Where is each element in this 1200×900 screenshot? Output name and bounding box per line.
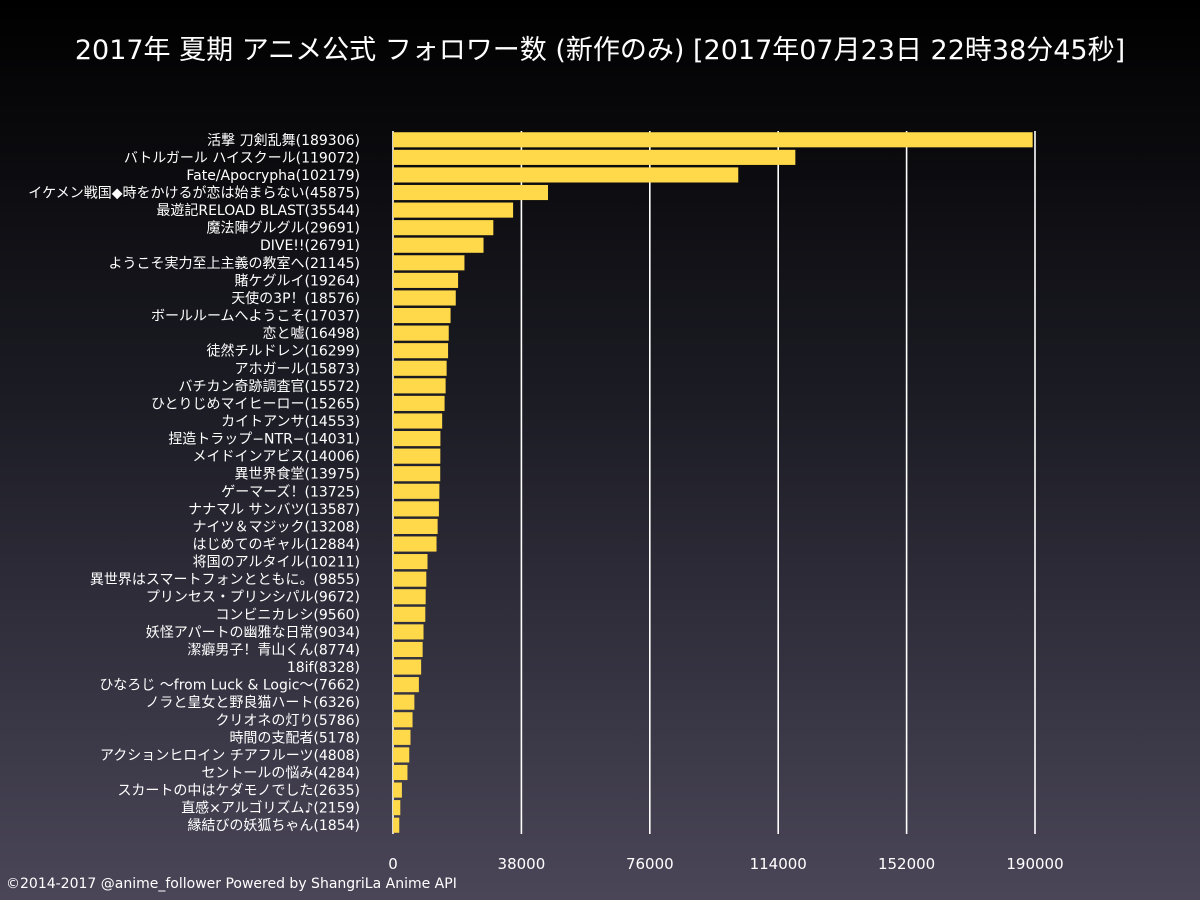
- category-label: 最遊記RELOAD BLAST(35544): [156, 202, 360, 219]
- bar: [393, 641, 423, 658]
- bar: [393, 220, 494, 236]
- bar: [393, 272, 459, 288]
- bar: [393, 395, 445, 411]
- category-label: プリンセス・プリンシパル(9672): [146, 590, 360, 606]
- bar: [393, 782, 402, 798]
- bar: [393, 237, 484, 253]
- credit-text: ©2014-2017 @anime_follower Powered by Sh…: [6, 876, 457, 892]
- category-label: 天使の3P！(18576): [231, 290, 360, 307]
- category-label: 賭ケグルイ(19264): [235, 273, 360, 289]
- category-label: 妖怪アパートの幽雅な日常(9034): [146, 625, 360, 641]
- category-label: DIVE!!(26791): [260, 238, 360, 254]
- bar: [393, 466, 441, 482]
- x-axis-ticks: 0 38000 76000 114000 152000 190000: [388, 855, 1063, 873]
- bar: [393, 307, 451, 324]
- category-label: 潔癖男子！青山くん(8774): [187, 642, 360, 658]
- bar: [393, 747, 410, 763]
- category-label: アクションヒロイン チアフルーツ(4808): [100, 748, 360, 764]
- bar: [393, 554, 428, 570]
- bar: [393, 255, 465, 271]
- category-label: ひとりじめマイヒーロー(15265): [151, 396, 360, 412]
- category-label: スカートの中はケダモノでした(2635): [117, 783, 360, 799]
- bar: [393, 413, 443, 429]
- bar: [393, 571, 427, 587]
- category-label: ゲーマーズ！(13725): [221, 484, 360, 500]
- category-label: 縁結びの妖狐ちゃん(1854): [187, 818, 360, 834]
- category-label: 異世界はスマートフォンとともに。(9855): [90, 572, 360, 588]
- category-label: ナイツ＆マジック(13208): [193, 519, 360, 535]
- category-label: ひなろじ 〜from Luck & Logic〜(7662): [99, 678, 360, 694]
- category-label: クリオネの灯り(5786): [215, 713, 360, 729]
- bar: [393, 483, 440, 499]
- bar: [393, 290, 456, 306]
- bar: [393, 694, 415, 710]
- x-tick-label: 76000: [626, 855, 674, 873]
- bar: [393, 431, 441, 447]
- category-label: 直感×アルゴリズム♪(2159): [181, 800, 360, 817]
- category-label: 捏造トラップ−NTR−(14031): [168, 432, 360, 448]
- bar: [393, 378, 446, 394]
- category-label: カイトアンサ(14553): [221, 414, 360, 430]
- category-label: Fate/Apocrypha(102179): [186, 168, 360, 184]
- bar: [393, 817, 400, 833]
- bar: [393, 149, 796, 165]
- category-label: 活撃 刀剣乱舞(189306): [207, 133, 360, 149]
- category-label: コンビニカレシ(9560): [215, 607, 360, 623]
- x-tick-label: 114000: [750, 855, 807, 873]
- category-labels: 活撃 刀剣乱舞(189306)バトルガール ハイスクール(119072) Fate…: [28, 133, 360, 834]
- bar: [393, 360, 447, 376]
- bar: [393, 606, 426, 622]
- bar: [393, 518, 438, 534]
- category-label: バチカン奇跡調査官(15572): [179, 378, 360, 395]
- bars: [393, 132, 1033, 833]
- category-label: ようこそ実力至上主義の教室へ(21145): [109, 255, 360, 272]
- category-label: アホガール(15873): [235, 361, 360, 377]
- category-label: イケメン戦国◆時をかけるが恋は始まらない(45875): [28, 185, 360, 202]
- bar: [393, 764, 408, 781]
- category-label: バトルガール ハイスクール(119072): [124, 150, 360, 166]
- gridlines: [392, 131, 1036, 834]
- bar: [393, 659, 422, 675]
- x-tick-label: 38000: [498, 855, 546, 873]
- category-label: ノラと皇女と野良猫ハート(6326): [145, 694, 360, 711]
- bar: [393, 800, 401, 816]
- category-label: セントールの悩み(4284): [201, 765, 360, 781]
- category-label: 魔法陣グルグル(29691): [207, 221, 360, 237]
- category-label: 時間の支配者(5178): [229, 730, 360, 746]
- category-label: 恋と嘘(16498): [263, 325, 360, 342]
- bar: [393, 325, 449, 341]
- x-tick-label: 0: [388, 855, 398, 873]
- category-label: 将国のアルタイル(10211): [193, 555, 360, 571]
- bar: [393, 536, 437, 552]
- bar: [393, 167, 739, 183]
- x-tick-label: 152000: [878, 855, 935, 873]
- category-label: メイドインアビス(14006): [193, 449, 360, 465]
- bar: [393, 677, 419, 693]
- category-label: はじめてのギャル(12884): [193, 537, 360, 553]
- category-label: ナナマル サンバツ(13587): [188, 502, 360, 518]
- category-label: ボールルームへようこそ(17037): [151, 309, 360, 325]
- category-label: 18if(8328): [287, 660, 360, 676]
- category-label: 異世界食堂(13975): [235, 466, 360, 483]
- bar: [393, 343, 449, 359]
- chart-title: 2017年 夏期 アニメ公式 フォロワー数 (新作のみ) [2017年07月23…: [74, 35, 1126, 66]
- bar: [393, 448, 441, 464]
- bar: [393, 589, 426, 605]
- bar: [393, 624, 424, 640]
- category-label: 徒然チルドレン(16299): [207, 343, 360, 360]
- bar: [393, 501, 439, 517]
- x-tick-label: 190000: [1006, 855, 1063, 873]
- bar: [393, 712, 413, 728]
- bar: [393, 729, 411, 745]
- bar: [393, 202, 514, 218]
- bar: [393, 132, 1033, 148]
- bar: [393, 184, 549, 201]
